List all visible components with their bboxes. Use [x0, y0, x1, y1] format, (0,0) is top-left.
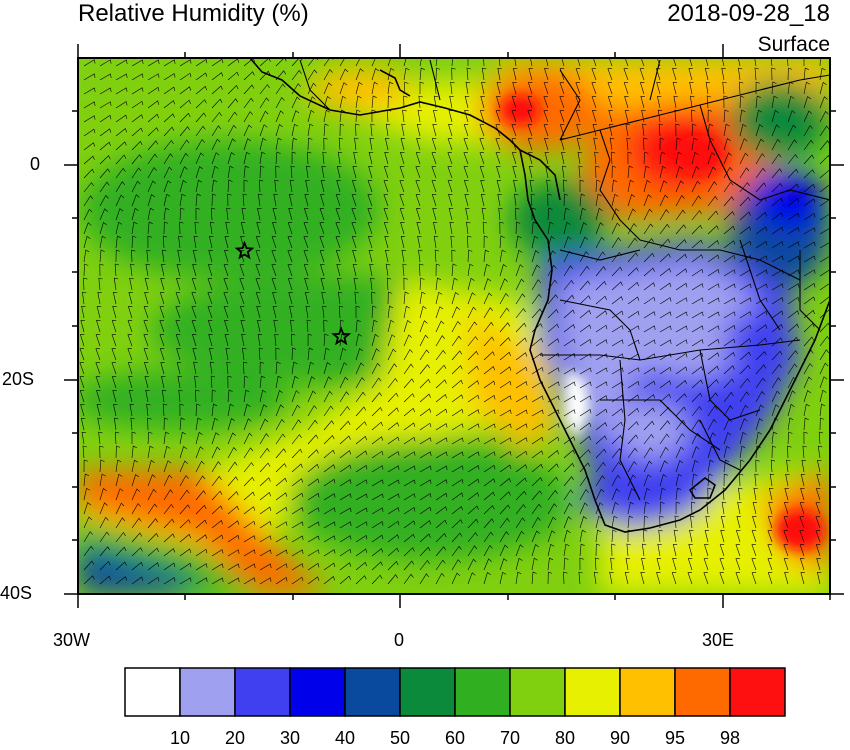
colorbar-label: 70: [499, 728, 521, 748]
colorbar: [124, 667, 786, 717]
x-tick-label: 30W: [53, 630, 91, 650]
colorbar-label: 80: [554, 728, 576, 748]
colorbar-label: 10: [169, 728, 191, 748]
colorbar-swatch: [509, 667, 566, 717]
x-tick-label: 0: [394, 630, 405, 650]
site-markers: [234, 240, 352, 346]
colorbar-label: 30: [279, 728, 301, 748]
y-tick-label: 40S: [0, 583, 33, 603]
colorbar-swatch: [729, 667, 786, 717]
colorbar-swatch: [454, 667, 511, 717]
colorbar-swatch: [399, 667, 456, 717]
colorbar-swatch: [124, 667, 181, 717]
star-marker: [234, 240, 255, 260]
colorbar-swatch: [344, 667, 401, 717]
y-tick-label: 20S: [2, 369, 35, 389]
coastline: [249, 58, 830, 533]
colorbar-label: 20: [224, 728, 246, 748]
colorbar-swatch: [179, 667, 236, 717]
colorbar-label: 40: [334, 728, 356, 748]
datetime-label: 2018-09-28_18: [667, 0, 830, 27]
colorbar-swatch: [674, 667, 731, 717]
x-tick-label: 30E: [702, 630, 735, 650]
colorbar-swatch: [619, 667, 676, 717]
country-borders: [299, 59, 830, 501]
humidity-field: [78, 58, 830, 594]
star-marker: [331, 326, 352, 346]
colorbar-label: 90: [609, 728, 631, 748]
colorbar-label: 60: [444, 728, 466, 748]
colorbar-swatch: [564, 667, 621, 717]
axis-ticks: [64, 44, 844, 608]
colorbar-swatch: [289, 667, 346, 717]
y-tick-label: 0: [30, 154, 41, 174]
level-label: Surface: [757, 33, 830, 56]
colorbar-label: 50: [389, 728, 411, 748]
colorbar-label: 95: [664, 728, 686, 748]
colorbar-swatch: [234, 667, 291, 717]
map-title: Relative Humidity (%): [78, 0, 309, 27]
colorbar-label: 98: [719, 728, 741, 748]
